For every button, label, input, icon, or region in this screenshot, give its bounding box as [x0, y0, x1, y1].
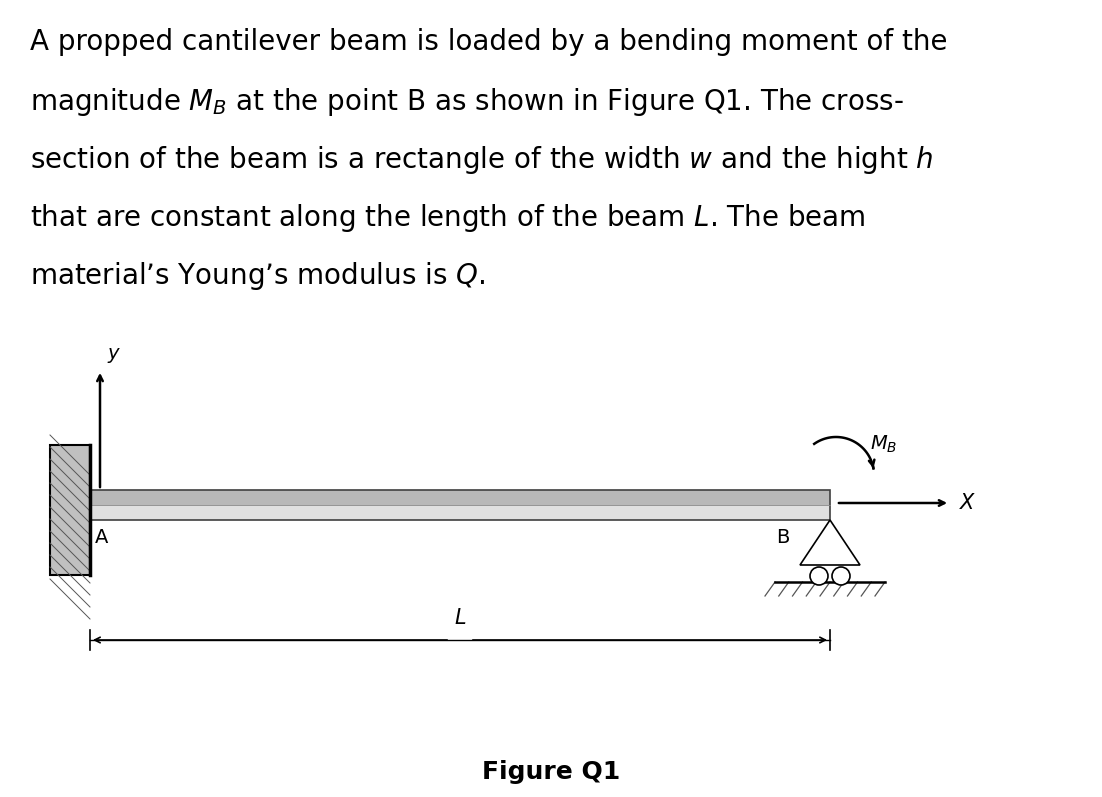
Circle shape — [810, 567, 828, 585]
Bar — [90, 505, 830, 520]
Text: that are constant along the length of the beam $L$. The beam: that are constant along the length of th… — [30, 202, 866, 234]
Text: X: X — [960, 493, 974, 513]
Text: material’s Young’s modulus is $Q$.: material’s Young’s modulus is $Q$. — [30, 260, 485, 292]
Polygon shape — [800, 520, 860, 565]
Text: A: A — [95, 528, 108, 547]
Bar — [50, 445, 90, 575]
Text: B: B — [777, 528, 790, 547]
Bar — [90, 490, 830, 520]
Circle shape — [832, 567, 850, 585]
Text: $L$: $L$ — [454, 608, 466, 628]
Bar — [90, 490, 830, 505]
Text: $y$: $y$ — [107, 346, 121, 365]
Text: magnitude $M_B$ at the point B as shown in Figure Q1. The cross-: magnitude $M_B$ at the point B as shown … — [30, 86, 904, 118]
Text: $M_B$: $M_B$ — [869, 434, 897, 455]
Text: Figure Q1: Figure Q1 — [482, 760, 620, 784]
Text: section of the beam is a rectangle of the width $w$ and the hight $h$: section of the beam is a rectangle of th… — [30, 144, 933, 176]
Text: A propped cantilever beam is loaded by a bending moment of the: A propped cantilever beam is loaded by a… — [30, 28, 948, 56]
